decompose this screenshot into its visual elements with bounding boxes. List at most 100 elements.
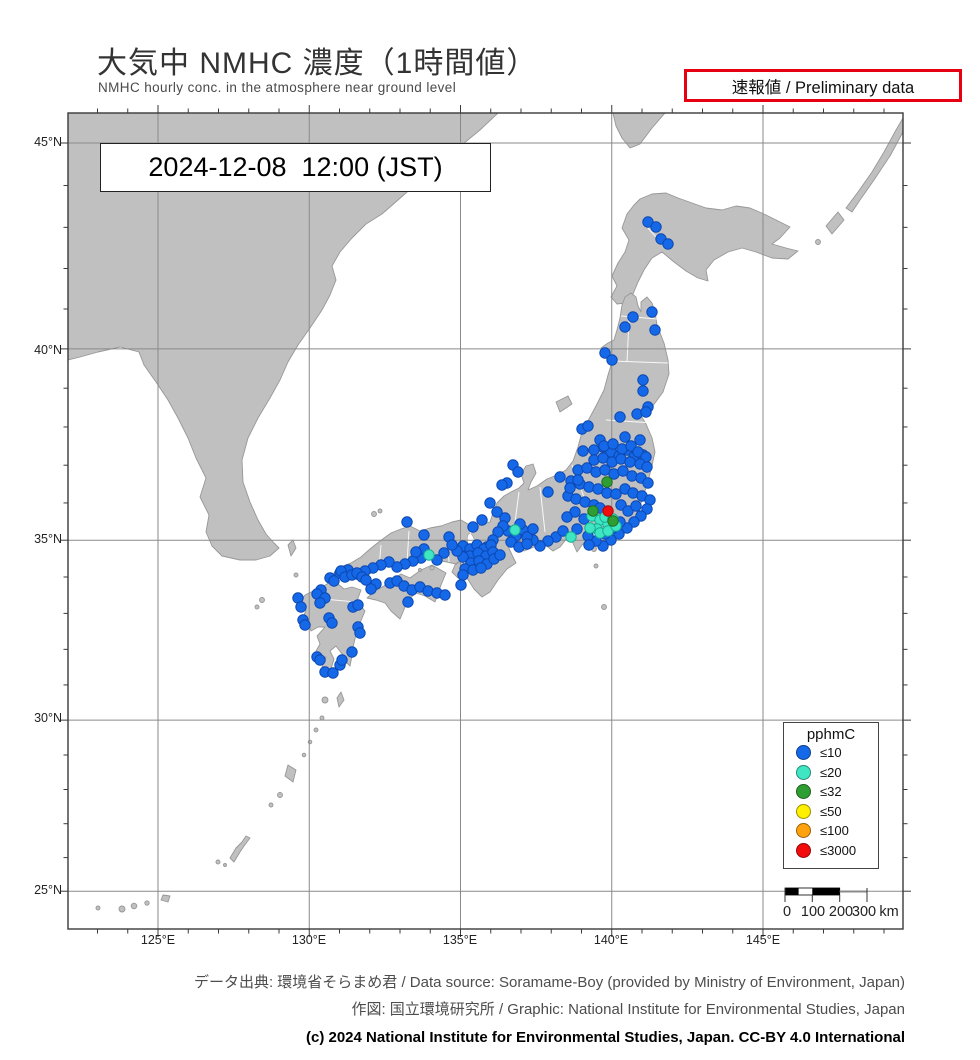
station-dot [475, 562, 487, 574]
scalebar-label-200: 200 [828, 904, 854, 920]
station-dot [455, 579, 467, 591]
station-dot [602, 505, 614, 517]
station-dot [314, 654, 326, 666]
station-dot [565, 531, 577, 543]
station-dot [607, 515, 619, 527]
legend-swatch-orange [796, 823, 811, 839]
sado-island [555, 395, 573, 413]
station-dot [328, 575, 340, 587]
station-dot [326, 617, 338, 629]
station-dot [491, 506, 503, 518]
miyako-island [160, 894, 171, 903]
station-dot [662, 238, 674, 250]
station-dot [624, 456, 636, 468]
station-dot [614, 411, 626, 423]
station-dot [622, 505, 634, 517]
legend-item: ≤32 [784, 782, 878, 802]
lat-label-45n: 45°N [34, 135, 62, 149]
station-dot [582, 420, 594, 432]
station-dot [637, 385, 649, 397]
station-dot [542, 486, 554, 498]
station-dot [476, 514, 488, 526]
sakhalin-shape [612, 113, 666, 149]
scalebar-label-0: 0 [782, 904, 792, 920]
station-dot [521, 538, 533, 550]
page-title: 大気中 NMHC 濃度（1時間値） [97, 47, 538, 80]
station-dot [632, 446, 644, 458]
legend-label: ≤3000 [820, 842, 857, 858]
station-dot [439, 589, 451, 601]
station-dot [299, 619, 311, 631]
scalebar-label-100: 100 [800, 904, 826, 920]
footer-data-source: データ出典: 環境省そらまめ君 / Data source: Soramame-… [193, 974, 905, 991]
lon-label-125e: 125°E [140, 933, 176, 947]
legend-box: pphmC ≤10 ≤20 ≤32 ≤50 ≤100 ≤3000 [783, 722, 879, 869]
station-dot [512, 466, 524, 478]
station-dot [642, 216, 654, 228]
station-dot [509, 524, 521, 536]
station-dot [402, 596, 414, 608]
lat-label-35n: 35°N [34, 532, 62, 546]
station-dot [627, 311, 639, 323]
lat-label-30n: 30°N [34, 711, 62, 725]
station-dot [572, 474, 584, 486]
amami-island [284, 764, 297, 783]
station-dot [494, 549, 506, 561]
station-dot [610, 488, 622, 500]
footer-copyright: (c) 2024 National Institute for Environm… [305, 1029, 905, 1046]
legend-label: ≤50 [820, 803, 842, 819]
station-dot [649, 324, 661, 336]
lon-label-135e: 135°E [442, 933, 478, 947]
scalebar-label-300: 300 [851, 904, 877, 920]
station-dot [410, 546, 422, 558]
okinawa-island [229, 835, 251, 863]
station-dot [561, 511, 573, 523]
station-dot [577, 445, 589, 457]
station-dot [640, 406, 652, 418]
station-dot [606, 354, 618, 366]
lat-label-40n: 40°N [34, 343, 62, 357]
legend-label: ≤20 [820, 764, 842, 780]
graticule-lines [68, 113, 903, 929]
station-dot [617, 465, 629, 477]
station-dot [438, 547, 450, 559]
lon-label-130e: 130°E [291, 933, 327, 947]
station-dot [360, 574, 372, 586]
axis-ticks [60, 105, 911, 937]
lon-label-140e: 140°E [593, 933, 629, 947]
legend-swatch-yellow [796, 803, 811, 819]
preliminary-data-badge: 速報値 / Preliminary data [684, 69, 962, 102]
legend-swatch-red [796, 842, 811, 858]
station-dot [457, 569, 469, 581]
station-dot [431, 554, 443, 566]
station-dot [365, 583, 377, 595]
station-dot [505, 536, 517, 548]
legend-label: ≤10 [820, 745, 842, 761]
lat-label-25n: 25°N [34, 883, 62, 897]
legend-swatch-cyan [796, 764, 811, 780]
legend-swatch-blue [796, 745, 811, 761]
map-frame [67, 112, 904, 930]
scale-bar [784, 887, 868, 902]
station-dot [346, 646, 358, 658]
legend-item: ≤10 [784, 743, 878, 763]
legend-item: ≤20 [784, 763, 878, 783]
station-dots [292, 216, 674, 679]
legend-item: ≤50 [784, 802, 878, 822]
station-dot [601, 476, 613, 488]
kuril-shape [845, 117, 903, 213]
legend-label: ≤32 [820, 784, 842, 800]
legend-label: ≤100 [820, 823, 849, 839]
legend-item: ≤3000 [784, 841, 878, 861]
station-dot [336, 654, 348, 666]
tsushima-island [287, 539, 297, 557]
hokkaido-shape [610, 192, 799, 305]
station-dot [391, 561, 403, 573]
station-dot [646, 306, 658, 318]
continent-shape [68, 113, 499, 561]
station-dot [467, 521, 479, 533]
station-dot [634, 434, 646, 446]
station-dot [637, 374, 649, 386]
station-dot [599, 347, 611, 359]
